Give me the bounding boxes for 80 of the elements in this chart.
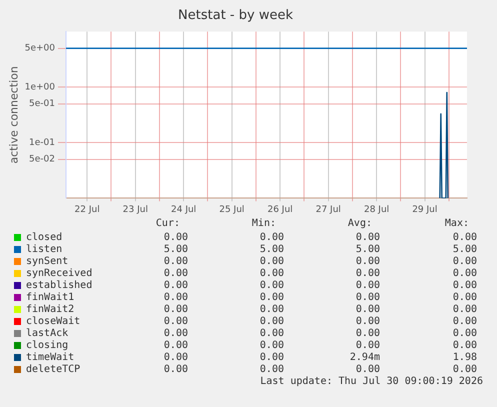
legend-label: listen xyxy=(26,244,62,256)
text: Max: xyxy=(444,218,469,230)
text: 1.98 xyxy=(452,352,477,364)
text: 0.00 xyxy=(452,364,477,376)
legend-label: closing xyxy=(26,340,68,352)
legend-label: timeWait xyxy=(26,352,74,364)
text: 0.00 xyxy=(260,280,284,292)
text: 0.00 xyxy=(452,328,477,340)
text: 0.00 xyxy=(164,268,188,280)
text: 5.00 xyxy=(356,244,380,256)
text: 0.00 xyxy=(164,328,188,340)
text: 0.00 xyxy=(260,352,284,364)
y-tick-label: 5e-01 xyxy=(29,99,55,110)
x-tick-label: 29 Jul xyxy=(412,204,438,215)
text: Avg: xyxy=(348,218,372,230)
text: 0.00 xyxy=(260,340,284,352)
text: 0.00 xyxy=(260,364,284,376)
x-tick-label: 23 Jul xyxy=(122,204,148,215)
text: 0.00 xyxy=(452,292,477,304)
text: 5.00 xyxy=(452,244,477,256)
text: 0.00 xyxy=(260,232,284,244)
text: 0.00 xyxy=(164,256,188,268)
legend-label: deleteTCP xyxy=(26,364,80,376)
text: Cur: xyxy=(156,218,180,230)
legend-label: closeWait xyxy=(26,316,80,328)
text: 0.00 xyxy=(164,316,188,328)
text: 0.00 xyxy=(356,316,380,328)
text: 0.00 xyxy=(260,256,284,268)
text: 0.00 xyxy=(164,352,188,364)
text: 0.00 xyxy=(356,280,380,292)
x-tick-label: 25 Jul xyxy=(219,204,244,215)
text: 0.00 xyxy=(164,364,188,376)
text: 5.00 xyxy=(164,244,188,256)
text: 0.00 xyxy=(260,304,284,316)
y-tick-label: 5e+00 xyxy=(24,44,56,54)
text: 0.00 xyxy=(260,268,284,280)
text: 0.00 xyxy=(260,292,284,304)
legend-label: established xyxy=(26,280,92,292)
text: 0.00 xyxy=(164,292,188,304)
y-axis-title: active connection xyxy=(7,66,20,164)
text: 0.00 xyxy=(164,304,188,316)
text: 0.00 xyxy=(260,316,284,328)
legend-label: finWait1 xyxy=(26,292,74,304)
text: 0.00 xyxy=(356,256,380,268)
text: 0.00 xyxy=(356,268,380,280)
x-tick-label: 28 Jul xyxy=(364,204,390,215)
x-tick-label: 24 Jul xyxy=(171,204,196,215)
text: 0.00 xyxy=(452,256,477,268)
legend-label: closed xyxy=(26,232,62,244)
text: 0.00 xyxy=(452,340,477,352)
y-tick-label: 1e+00 xyxy=(24,82,56,92)
legend-label: synSent xyxy=(26,256,68,268)
text: 0.00 xyxy=(260,328,284,340)
text: Min: xyxy=(252,218,276,230)
y-tick-label: 5e-02 xyxy=(29,154,55,165)
text: 0.00 xyxy=(164,280,188,292)
text: 0.00 xyxy=(164,340,188,352)
chart-title: Netstat - by week xyxy=(178,8,294,24)
text: 0.00 xyxy=(356,328,380,340)
text: Last update: Thu Jul 30 09:00:19 2026 xyxy=(260,376,483,388)
legend-label: lastAck xyxy=(26,328,68,340)
x-tick-label: 26 Jul xyxy=(267,204,293,215)
text: 0.00 xyxy=(452,232,477,244)
text: 0.00 xyxy=(356,232,380,244)
text: 0.00 xyxy=(164,232,188,244)
y-tick-label: 1e-01 xyxy=(29,138,55,148)
text: 2.94m xyxy=(350,352,380,364)
text: 0.00 xyxy=(452,280,477,292)
text: 0.00 xyxy=(452,304,477,316)
text: 0.00 xyxy=(356,364,380,376)
x-tick-label: 27 Jul xyxy=(316,204,341,215)
text: 0.00 xyxy=(356,292,380,304)
legend-label: synReceived xyxy=(26,268,92,280)
x-tick-label: 22 Jul xyxy=(74,204,100,215)
text: 0.00 xyxy=(356,304,380,316)
text: 0.00 xyxy=(356,340,380,352)
text: 0.00 xyxy=(452,316,477,328)
text: 0.00 xyxy=(452,268,477,280)
text: 5.00 xyxy=(260,244,284,256)
legend-label: finWait2 xyxy=(26,304,74,316)
